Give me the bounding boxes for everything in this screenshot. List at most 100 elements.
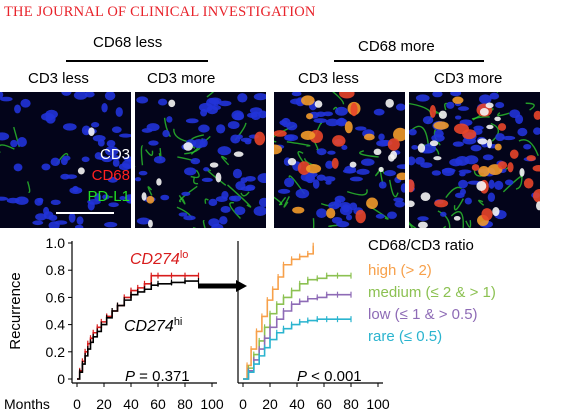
nucleus <box>316 174 326 181</box>
nucleus <box>219 216 228 225</box>
x-axis-title: Months <box>4 396 50 412</box>
nucleus <box>375 213 385 219</box>
t-cell <box>409 200 415 208</box>
x-tick-label: 0 <box>239 396 247 412</box>
membrane-stain <box>409 220 417 228</box>
t-cell <box>77 167 85 175</box>
nucleus <box>246 112 258 118</box>
macrophage <box>292 206 305 214</box>
nucleus <box>482 154 494 161</box>
nucleus <box>517 127 528 137</box>
nucleus <box>395 103 405 111</box>
nucleus <box>62 155 71 161</box>
macrophage <box>523 178 534 189</box>
membrane-stain <box>478 199 485 206</box>
membrane-stain <box>26 181 31 193</box>
x-tick-label: 40 <box>289 396 305 412</box>
t-cell <box>417 143 426 153</box>
nucleus <box>48 214 58 221</box>
nucleus <box>387 211 397 219</box>
nucleus <box>112 159 120 167</box>
nucleus <box>201 177 213 182</box>
nucleus <box>211 223 224 228</box>
nucleus <box>341 144 348 151</box>
t-cell <box>141 192 147 201</box>
nucleus <box>91 122 100 128</box>
t-cell <box>487 138 492 149</box>
nucleus <box>102 194 110 200</box>
y-tick-label: 0.4 <box>46 317 66 333</box>
nucleus <box>409 128 417 136</box>
nucleus <box>422 116 434 125</box>
membrane-stain <box>442 225 447 228</box>
km-series-1 <box>77 278 200 380</box>
membrane-stain <box>274 196 283 206</box>
nucleus <box>523 143 532 150</box>
macrophage <box>526 155 536 162</box>
nucleus <box>0 132 10 141</box>
nucleus <box>17 137 27 148</box>
nucleus <box>185 118 199 124</box>
membrane-stain <box>297 151 305 164</box>
macrophage <box>344 121 353 134</box>
nucleus <box>231 110 244 121</box>
nucleus <box>108 202 119 208</box>
group-label-cd68-less: CD68 less <box>93 34 163 51</box>
t-cell <box>156 178 162 186</box>
macrophage <box>471 164 480 171</box>
nucleus <box>454 115 462 120</box>
nucleus <box>393 197 404 202</box>
nucleus <box>470 144 482 152</box>
nucleus <box>495 102 505 109</box>
nucleus <box>341 204 350 213</box>
nucleus <box>452 141 464 147</box>
y-tick-label: 0.6 <box>46 289 66 305</box>
series-label-sup: lo <box>180 249 189 261</box>
nucleus <box>87 201 95 211</box>
x-tick-label: 0 <box>73 396 81 412</box>
macrophage <box>332 135 346 147</box>
micrograph-cells <box>274 92 405 228</box>
x-tick-label: 80 <box>343 396 359 412</box>
membrane-stain <box>178 195 186 205</box>
nucleus <box>230 195 242 202</box>
nucleus <box>74 224 84 228</box>
x-tick-label: 60 <box>316 396 332 412</box>
membrane-stain <box>445 186 463 199</box>
nucleus <box>312 179 320 189</box>
nucleus <box>122 159 131 169</box>
nucleus <box>502 135 516 141</box>
x-tick-label: 40 <box>123 396 139 412</box>
nucleus <box>415 94 430 102</box>
journal-title: THE JOURNAL OF CLINICAL INVESTIGATION <box>4 4 316 20</box>
nucleus <box>295 188 310 199</box>
nucleus <box>84 92 95 98</box>
x-tick-label: 100 <box>366 396 390 412</box>
macrophage <box>274 144 283 155</box>
nucleus <box>76 216 84 225</box>
y-tick-label: 0 <box>57 371 65 387</box>
macrophage <box>494 143 502 151</box>
membrane-stain <box>388 179 399 198</box>
nucleus <box>94 152 103 160</box>
column-label-cd3-less-1: CD3 less <box>28 70 89 87</box>
nucleus <box>107 176 118 183</box>
macrophage <box>532 164 540 172</box>
column-label-cd3-less-2: CD3 less <box>298 70 359 87</box>
membrane-stain <box>490 122 500 142</box>
nucleus <box>110 155 121 161</box>
nucleus <box>208 97 222 105</box>
membrane-stain <box>240 191 250 197</box>
macrophage <box>393 127 405 142</box>
membrane-stain <box>206 92 215 98</box>
nucleus <box>316 148 327 156</box>
nucleus <box>234 206 246 216</box>
nucleus <box>415 156 425 165</box>
t-cell <box>378 166 384 172</box>
t-cell <box>536 201 540 211</box>
t-cell <box>168 99 176 108</box>
nucleus <box>190 157 201 165</box>
nucleus <box>237 93 248 103</box>
nucleus <box>455 156 470 166</box>
nucleus <box>0 196 8 201</box>
